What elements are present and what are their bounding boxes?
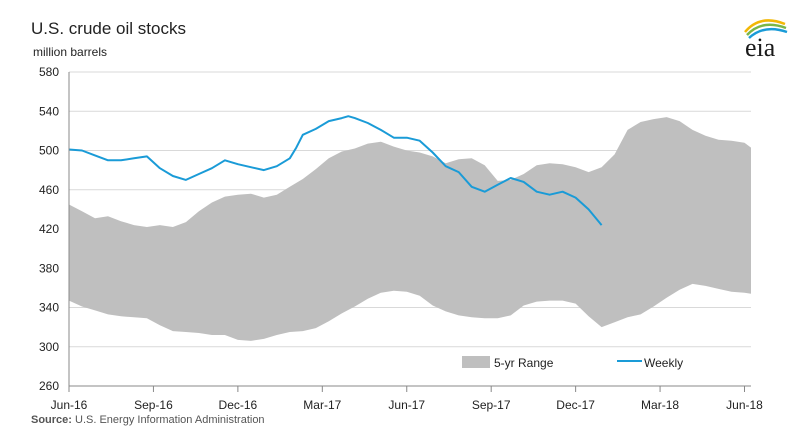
y-tick-label: 340 xyxy=(39,301,59,315)
y-tick-label: 380 xyxy=(39,261,59,275)
y-tick-label: 260 xyxy=(39,379,59,393)
x-tick-label: Sep-17 xyxy=(472,398,511,412)
eia-logo-icon: eia xyxy=(744,19,788,62)
x-tick-label: Jun-17 xyxy=(388,398,425,412)
x-tick-label: Mar-17 xyxy=(303,398,341,412)
x-tick-label: Dec-16 xyxy=(219,398,258,412)
x-tick-label: Mar-18 xyxy=(641,398,679,412)
chart-subtitle: million barrels xyxy=(33,45,108,59)
y-tick-label: 500 xyxy=(39,144,59,158)
source-label: Source: xyxy=(31,414,72,426)
source-text: U.S. Energy Information Administration xyxy=(71,414,265,426)
axes: 260 300 340 380 420 460 500 540 580 Jun-16 Sep-16 D… xyxy=(39,65,763,412)
legend: 5-yr Range Weekly xyxy=(462,356,683,370)
y-tick-label: 580 xyxy=(39,65,59,79)
series-weekly-line xyxy=(68,115,603,226)
x-tick-label: Dec-17 xyxy=(556,398,595,412)
y-tick-label: 540 xyxy=(39,104,59,118)
y-tick-label: 300 xyxy=(39,340,59,354)
x-tick-label: Jun-16 xyxy=(51,398,88,412)
legend-range-label: 5-yr Range xyxy=(494,356,554,370)
legend-weekly-label: Weekly xyxy=(644,356,683,370)
series-5yr-range-band xyxy=(69,117,751,341)
plot-area xyxy=(68,115,751,341)
x-tick-label: Jun-18 xyxy=(726,398,763,412)
y-tick-label: 460 xyxy=(39,183,59,197)
chart-title: U.S. crude oil stocks xyxy=(31,19,186,38)
y-tick-label: 420 xyxy=(39,222,59,236)
eia-logo-text: eia xyxy=(745,33,776,62)
source-note: Source: U.S. Energy Information Administ… xyxy=(31,414,265,426)
legend-range-swatch xyxy=(462,356,490,368)
x-tick-label: Sep-16 xyxy=(134,398,173,412)
